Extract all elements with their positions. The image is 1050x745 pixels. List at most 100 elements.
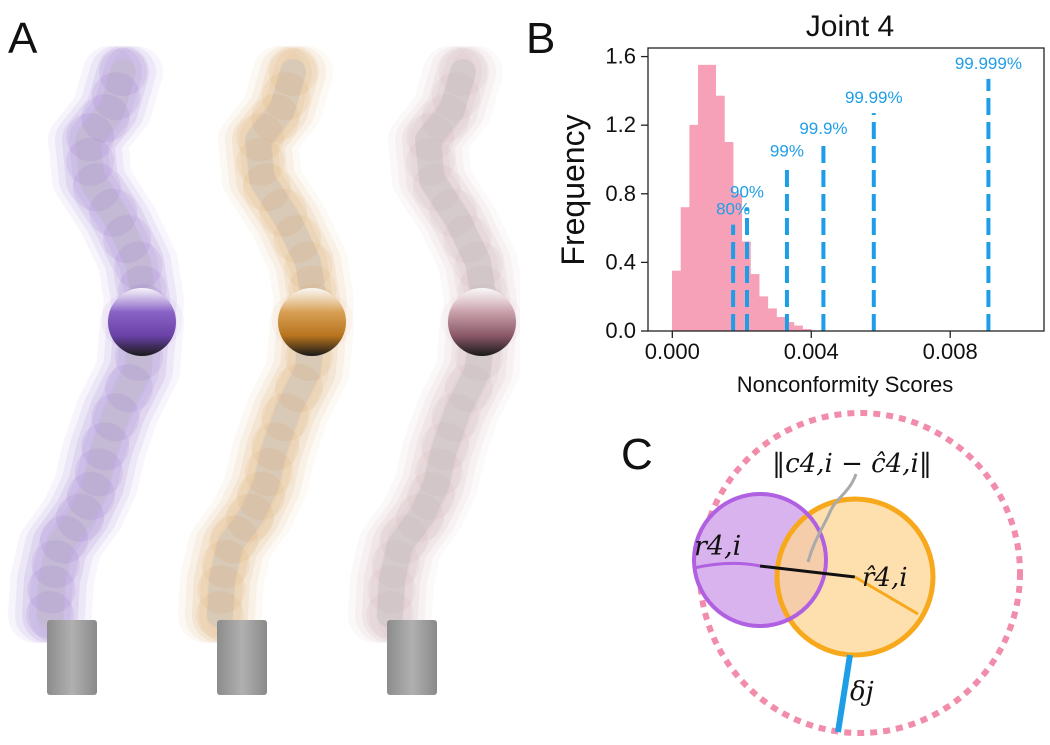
arm-disk <box>274 364 323 413</box>
histogram-bar <box>689 124 699 332</box>
arm-disk <box>244 448 293 497</box>
quantile-label: 80% <box>716 200 750 219</box>
arm-disk <box>210 515 258 564</box>
bounding-circle-diagram: ‖c4,i − ĉ4,i‖ r4,i r̂4,i δj <box>692 410 1023 736</box>
arm-disk <box>380 515 428 564</box>
arm-disk <box>454 241 503 290</box>
histogram-bar <box>758 296 769 332</box>
robot-arm <box>8 46 184 695</box>
arm-disk <box>74 448 123 497</box>
x-tick-label: 0.000 <box>645 339 700 364</box>
nonconformity-histogram-chart: Joint 4 Frequency Nonconformity Scores 8… <box>555 10 1045 397</box>
arm-disk <box>261 393 310 442</box>
true-radius-label: r4,i <box>694 531 741 562</box>
panel-label-a: A <box>8 14 38 63</box>
arm-disk <box>40 515 88 564</box>
arm-disk <box>114 241 163 290</box>
x-axis-label: Nonconformity Scores <box>737 372 953 397</box>
histogram-bar <box>793 325 803 332</box>
arm-disk <box>89 188 138 237</box>
panel-label-c: C <box>621 430 653 479</box>
arm-disk <box>104 364 153 413</box>
arm-base <box>47 620 97 695</box>
arm-disk <box>72 163 121 212</box>
arm-disk <box>226 493 274 542</box>
arm-disk <box>273 215 322 264</box>
arm-disk <box>443 215 492 264</box>
arm-disk <box>406 113 455 162</box>
arm-disk <box>262 72 310 121</box>
histogram-bar <box>672 270 682 332</box>
histogram-bar <box>698 64 708 332</box>
arm-disk <box>81 422 130 471</box>
arm-disk <box>269 48 317 96</box>
chart-title: Joint 4 <box>806 10 894 43</box>
quantile-label: 99% <box>770 141 804 160</box>
predicted-radius-line <box>854 575 919 616</box>
histogram-bar <box>776 316 786 332</box>
y-axis-label: Frequency <box>555 114 591 265</box>
x-tick-label: 0.004 <box>784 339 839 364</box>
arm-disk <box>56 493 104 542</box>
robot-arms-panel <box>8 46 520 695</box>
arm-base <box>217 620 267 695</box>
arm-disk <box>259 188 308 237</box>
y-tick-label: 0.8 <box>605 181 636 206</box>
distance-label: ‖c4,i − ĉ4,i‖ <box>772 449 932 479</box>
plot-frame <box>647 47 1045 332</box>
x-tick-label: 0.008 <box>923 339 978 364</box>
arm-disk <box>444 364 493 413</box>
arm-disk <box>284 241 333 290</box>
arm-disk <box>396 493 444 542</box>
arm-disk <box>412 163 461 212</box>
histogram-bar <box>680 207 690 332</box>
arm-disk <box>31 540 80 589</box>
arm-disk <box>103 215 152 264</box>
y-tick-label: 1.2 <box>605 112 636 137</box>
margin-label: δj <box>850 677 874 707</box>
y-tick-label: 1.6 <box>605 44 636 69</box>
center-distance-line <box>759 564 856 579</box>
arm-disk <box>66 113 115 162</box>
arm-disk <box>236 137 285 186</box>
arm-disk <box>99 48 147 96</box>
quantile-label: 90% <box>730 183 764 202</box>
arm-disk <box>414 448 463 497</box>
arm-disk <box>431 393 480 442</box>
distance-leader-line <box>806 473 858 563</box>
arm-disk <box>236 471 285 520</box>
outer-bound-circle <box>697 410 1023 736</box>
arm-disk <box>371 540 420 589</box>
arm-disk <box>367 565 416 614</box>
arm-disk <box>251 422 300 471</box>
arm-disk <box>66 471 115 520</box>
arm-disk <box>251 94 300 143</box>
histogram-bar <box>750 274 760 332</box>
robot-arm <box>178 46 354 695</box>
arm-disk <box>242 163 291 212</box>
arm-disk <box>406 137 455 186</box>
y-tick-label: 0.0 <box>605 318 636 343</box>
margin-line <box>835 654 853 733</box>
arm-disk <box>421 94 470 143</box>
arm-base <box>387 620 437 695</box>
arm-disk <box>201 540 250 589</box>
arm-disk <box>429 188 478 237</box>
arm-disk <box>421 422 470 471</box>
true-circle-outline <box>692 492 828 628</box>
histogram-bar <box>767 308 777 332</box>
y-tick-label: 0.4 <box>605 249 636 274</box>
arm-disk <box>92 72 140 121</box>
robot-arm <box>348 46 520 695</box>
joint-sphere <box>278 288 346 356</box>
arm-disk <box>432 72 480 121</box>
arm-disk <box>81 94 130 143</box>
quantile-label: 99.9% <box>799 119 847 138</box>
predicted-radius-label: r̂4,i <box>862 563 908 593</box>
histogram-bar <box>706 64 717 332</box>
joint-sphere <box>448 288 516 356</box>
panel-label-b: B <box>526 14 556 63</box>
quantile-label: 99.999% <box>955 54 1022 73</box>
arm-disk <box>439 48 487 96</box>
arm-disk <box>406 471 455 520</box>
